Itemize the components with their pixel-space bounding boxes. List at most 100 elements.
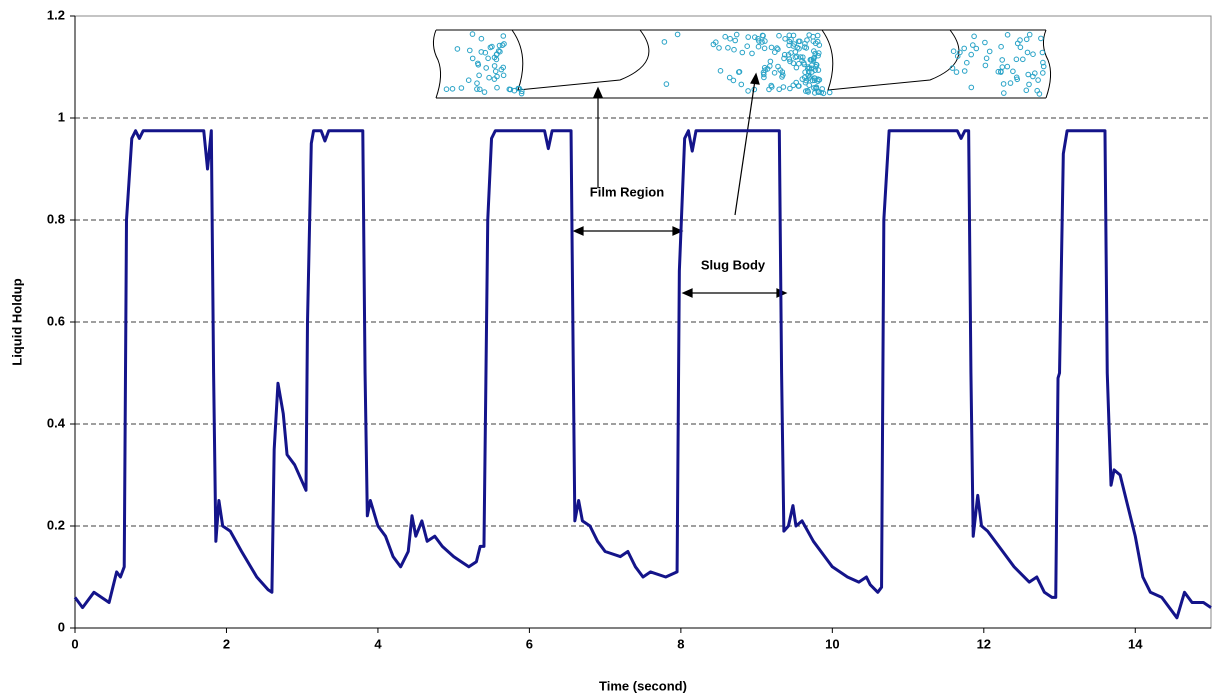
bubble [494,84,500,91]
bubble [1040,59,1046,66]
bubble [1036,91,1043,97]
bubble [469,55,476,62]
y-tick-label: 1.2 [47,7,65,22]
bubble [478,35,485,42]
bubble [826,89,833,96]
bubble [954,53,961,60]
bubble [1030,73,1036,80]
bubble [1004,32,1011,38]
bubble [661,39,668,45]
bubble [1025,71,1031,78]
bubble [726,74,733,81]
y-axis-label: Liquid Holdup [9,278,24,365]
bubble [805,89,812,95]
bubble [786,38,793,45]
bubble [806,75,812,81]
bubble [745,88,751,94]
bubble [1023,36,1030,43]
bubble [759,32,766,39]
bubble [722,33,729,40]
bubble [1013,74,1020,81]
bubble [710,41,717,48]
bubble [807,56,814,63]
bubble [803,88,809,94]
bubble [767,63,773,69]
bubble [796,60,802,67]
bubble [799,76,806,82]
bubble [1024,49,1031,56]
bubble [485,55,491,62]
bubble [964,59,970,66]
bubble [474,86,480,92]
bubble [794,53,800,60]
bubble [475,60,481,67]
bubble [772,49,778,56]
bubble [1000,81,1007,87]
bubble [716,45,722,51]
bubble [1035,77,1041,83]
bubble [785,52,792,58]
bubble [790,82,797,89]
bubble [732,37,739,44]
bubble [761,64,768,71]
bubble [999,64,1006,70]
bubble [500,64,507,71]
bubble [717,68,724,74]
bubble [762,38,768,44]
x-tick-label: 12 [977,636,991,651]
bubble [767,58,774,65]
bubble [790,32,797,39]
bubble [792,49,799,55]
bubble [501,41,507,47]
bubble [982,39,988,46]
bubble [775,46,781,53]
bubble [443,86,450,92]
bubble [500,33,507,39]
bubble [771,70,778,76]
bubble [499,42,506,49]
bubble [736,69,742,75]
bubble [506,86,513,93]
bubble [806,65,813,71]
y-tick-label: 0.8 [47,211,65,226]
pipe-illustration [432,29,1052,99]
bubble [1040,70,1046,76]
bubble [674,31,681,38]
bubble [797,54,804,60]
bubble [458,85,465,91]
bubble [781,51,788,58]
bubble [727,35,733,42]
bubble [968,84,975,91]
bubble [1038,35,1044,42]
bubble [1001,90,1007,96]
bubble [1004,63,1011,70]
bubble [796,45,802,52]
x-tick-label: 2 [223,636,230,651]
bubble [1017,37,1023,43]
bubble [752,34,758,41]
bubble [492,68,499,75]
data-line [73,129,1212,620]
annotation: Slug Body [701,257,766,272]
bubble [776,32,782,39]
bubble [805,72,812,79]
bubble [813,62,820,68]
bubble [749,50,755,57]
x-tick-label: 4 [374,636,382,651]
x-tick-label: 8 [677,636,684,651]
bubble [795,38,802,45]
y-tick-label: 0.2 [47,517,65,532]
bubble [733,31,740,38]
bubble [769,84,775,90]
bubble [474,80,480,86]
bubble [816,50,822,56]
bubble [1007,80,1014,86]
bubble [787,85,793,92]
bubble [1026,31,1033,38]
bubble [477,86,483,93]
bubble [961,68,968,74]
bubble [500,72,507,79]
bubble [1020,56,1026,63]
bubble [816,42,823,48]
